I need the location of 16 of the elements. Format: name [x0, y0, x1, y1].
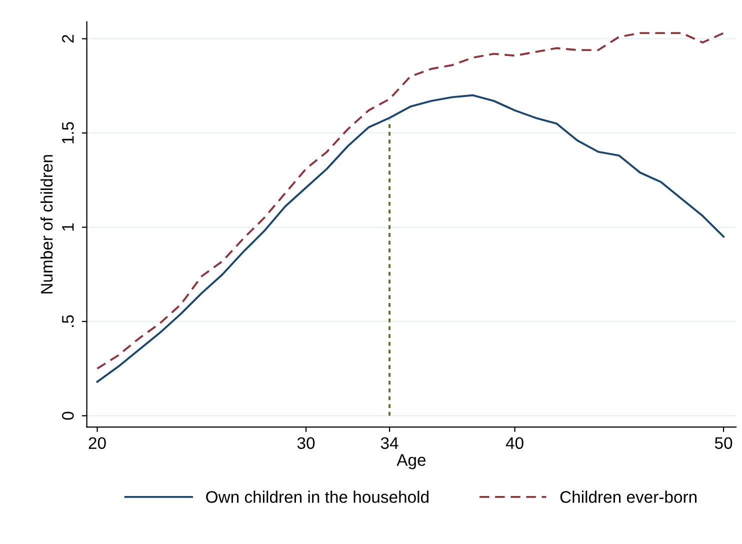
x-tick-label: 34	[380, 437, 398, 450]
legend-label: Own children in the household	[206, 490, 428, 503]
y-tick-label: 0	[62, 412, 74, 420]
y-tick-label: 1.5	[62, 122, 74, 144]
x-tick-label: 30	[297, 437, 315, 450]
line-series	[96, 32, 725, 370]
x-tick-label: 40	[506, 437, 524, 450]
y-tick-label: .5	[62, 315, 74, 327]
x-tick-label: 50	[714, 437, 732, 450]
x-tick-label: 20	[88, 437, 106, 450]
y-tick-label: 2	[62, 34, 74, 43]
line-series	[96, 94, 725, 383]
y-tick-label: 1	[62, 223, 74, 231]
x-axis-title: Age	[396, 454, 426, 470]
legend-label: Children ever-born	[560, 490, 696, 503]
y-axis-title: Number of children	[40, 155, 53, 294]
